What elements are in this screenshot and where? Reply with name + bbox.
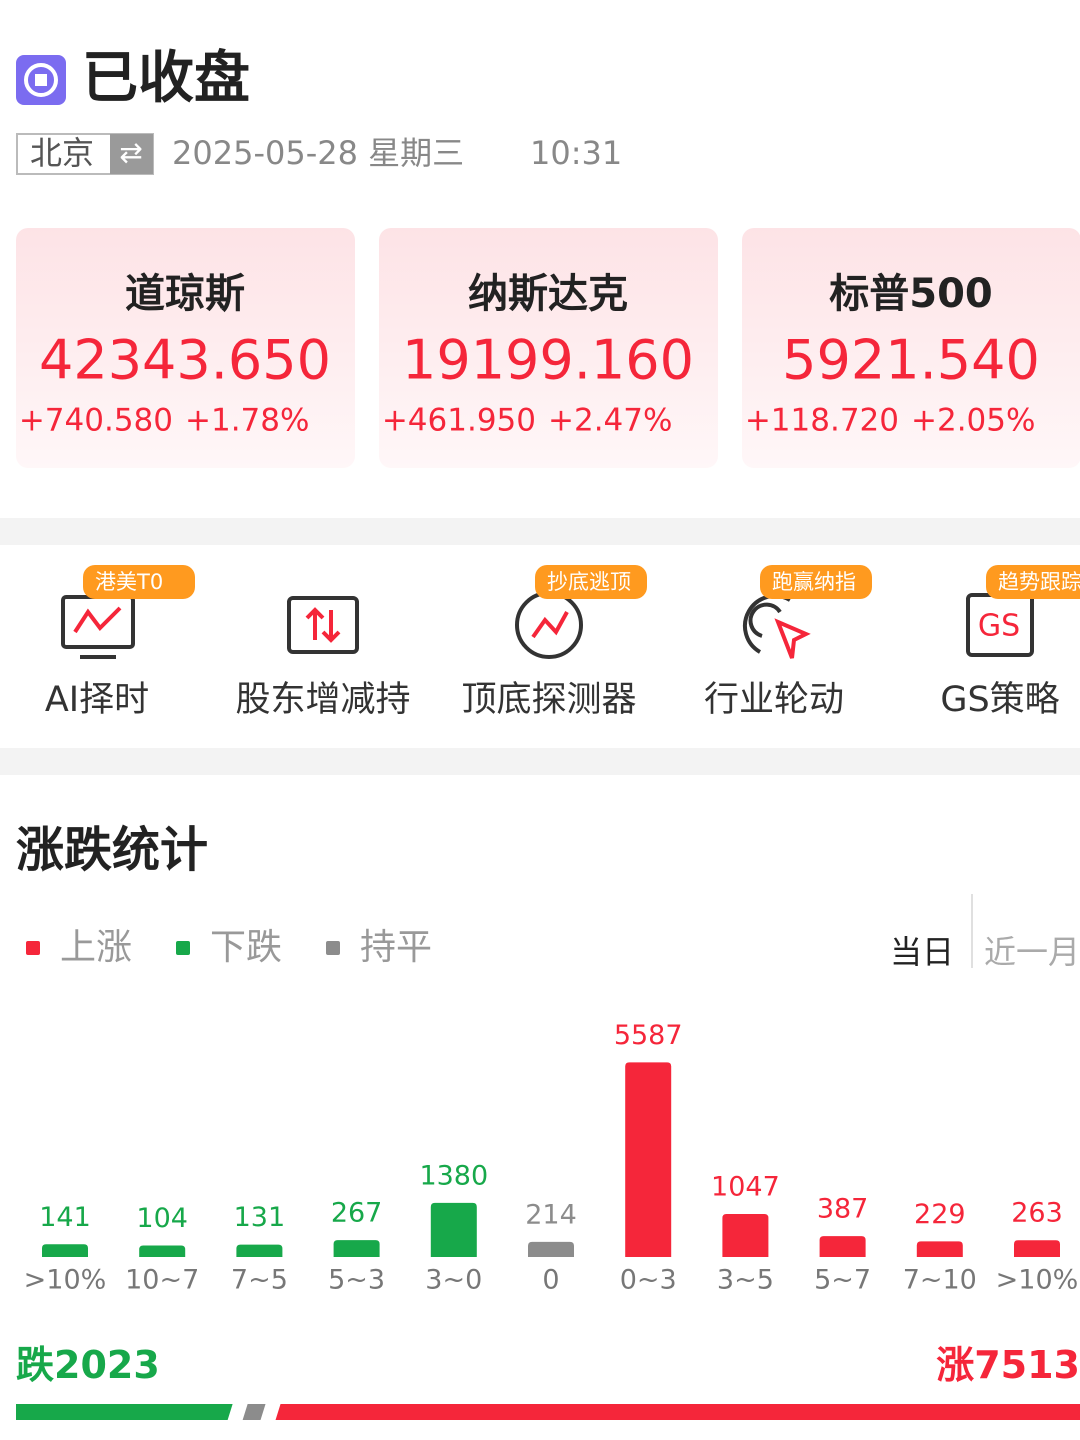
date: 2025-05-28 星期三 <box>172 134 464 172</box>
legend-label: 持平 <box>360 927 432 968</box>
index-name: 道琼斯 <box>125 271 245 317</box>
bar <box>42 1244 88 1257</box>
status-icon-dot <box>35 74 47 86</box>
bar-value-label: 387 <box>817 1194 869 1225</box>
tool-badge <box>760 565 872 599</box>
separator <box>0 748 1080 775</box>
index-price: 19199.160 <box>402 329 694 392</box>
legend-label: 下跌 <box>210 927 282 968</box>
bar <box>722 1214 769 1257</box>
tool-badge <box>535 565 647 599</box>
x-tick-label: >10% <box>24 1265 107 1296</box>
x-tick-label: 5~7 <box>814 1265 871 1296</box>
bar <box>236 1244 283 1257</box>
icon-detect-line <box>531 611 569 639</box>
bar <box>139 1245 186 1257</box>
x-tick-label: 5~3 <box>328 1265 385 1296</box>
tool-badge-text: 抄底逃顶 <box>547 570 631 594</box>
legend-label: 上涨 <box>60 927 132 968</box>
down-count: 2023 <box>54 1343 160 1387</box>
index-price: 42343.650 <box>39 329 331 392</box>
bar <box>333 1240 380 1257</box>
icon-rotate-inner <box>748 602 782 638</box>
bar-value-label: 1047 <box>711 1172 780 1203</box>
tool-label: 行业轮动 <box>704 680 844 720</box>
index-pct: +1.78% <box>185 403 309 439</box>
index-price: 5921.540 <box>782 329 1040 392</box>
index-name: 纳斯达克 <box>468 271 628 317</box>
city: 北京 <box>30 134 94 172</box>
up-label: 涨 <box>936 1343 974 1387</box>
city-switch[interactable] <box>110 134 153 174</box>
tool-label: GS策略 <box>940 680 1059 720</box>
bar-value-label: 5587 <box>614 1020 683 1051</box>
x-tick-label: 10~7 <box>125 1265 199 1296</box>
x-tick-label: 3~0 <box>425 1265 482 1296</box>
legend-swatch <box>326 941 340 955</box>
bar <box>625 1062 672 1257</box>
icon-holder-arrows <box>305 607 341 643</box>
chart-title: 涨跌统计 <box>16 822 208 878</box>
bar <box>819 1236 866 1257</box>
index-change: +740.580 <box>19 403 173 439</box>
index-card[interactable] <box>16 228 355 468</box>
period-tab[interactable]: 当日 <box>890 933 954 971</box>
bar <box>430 1202 477 1257</box>
x-tick-label: 7~5 <box>231 1265 288 1296</box>
x-tick-label: 3~5 <box>717 1265 774 1296</box>
bar-value-label: 131 <box>234 1202 286 1233</box>
x-tick-label: 0~3 <box>620 1265 677 1296</box>
tool-badge <box>83 565 195 599</box>
x-tick-label: 7~10 <box>903 1265 977 1296</box>
tool-badge-text: 港美T0 <box>95 570 163 594</box>
bar <box>916 1241 963 1257</box>
tool-badge-text: 趋势跟踪 <box>998 570 1080 594</box>
icon-gs-text: GS <box>978 609 1020 644</box>
bar <box>1014 1240 1060 1257</box>
switch-icon: ⇄ <box>119 136 142 169</box>
separator <box>0 518 1080 545</box>
x-tick-label: >10% <box>996 1265 1079 1296</box>
tool-label: AI择时 <box>45 680 149 720</box>
down-summary: 跌2023 <box>16 1343 160 1387</box>
ratio-segment <box>275 1404 1080 1420</box>
ratio-segment <box>242 1404 266 1420</box>
icon-rotate-cursor <box>774 618 811 659</box>
index-change: +461.950 <box>382 403 536 439</box>
tool-badge <box>986 565 1080 599</box>
bar-value-label: 267 <box>331 1198 383 1229</box>
bar-value-label: 263 <box>1011 1198 1063 1229</box>
tool-label: 股东增减持 <box>235 680 410 720</box>
up-count: 7513 <box>974 1343 1080 1387</box>
legend-swatch <box>26 941 40 955</box>
index-change: +118.720 <box>745 403 899 439</box>
status-icon-ring <box>24 63 58 97</box>
legend-swatch <box>176 941 190 955</box>
down-label: 跌 <box>16 1343 54 1387</box>
index-pct: +2.47% <box>548 403 672 439</box>
x-tick-label: 0 <box>542 1265 559 1296</box>
up-summary: 涨7513 <box>936 1343 1080 1387</box>
bar-value-label: 214 <box>525 1199 577 1230</box>
icon-holder <box>287 596 359 654</box>
index-name: 标普500 <box>829 271 993 317</box>
index-card[interactable] <box>379 228 718 468</box>
ratio-segment <box>16 1404 233 1420</box>
tool-label: 顶底探测器 <box>461 680 636 720</box>
bar <box>528 1241 574 1257</box>
bar-value-label: 229 <box>914 1199 966 1230</box>
bar-value-label: 1380 <box>419 1160 488 1191</box>
icon-ai-line <box>73 606 122 634</box>
bar-value-label: 104 <box>136 1203 188 1234</box>
period-tab[interactable]: 近一月 <box>984 933 1080 971</box>
index-pct: +2.05% <box>911 403 1035 439</box>
tool-badge-text: 跑赢纳指 <box>772 570 856 594</box>
time: 10:31 <box>530 134 622 172</box>
bar-value-label: 141 <box>39 1202 91 1233</box>
status: 已收盘 <box>82 46 250 111</box>
index-card[interactable] <box>742 228 1080 468</box>
